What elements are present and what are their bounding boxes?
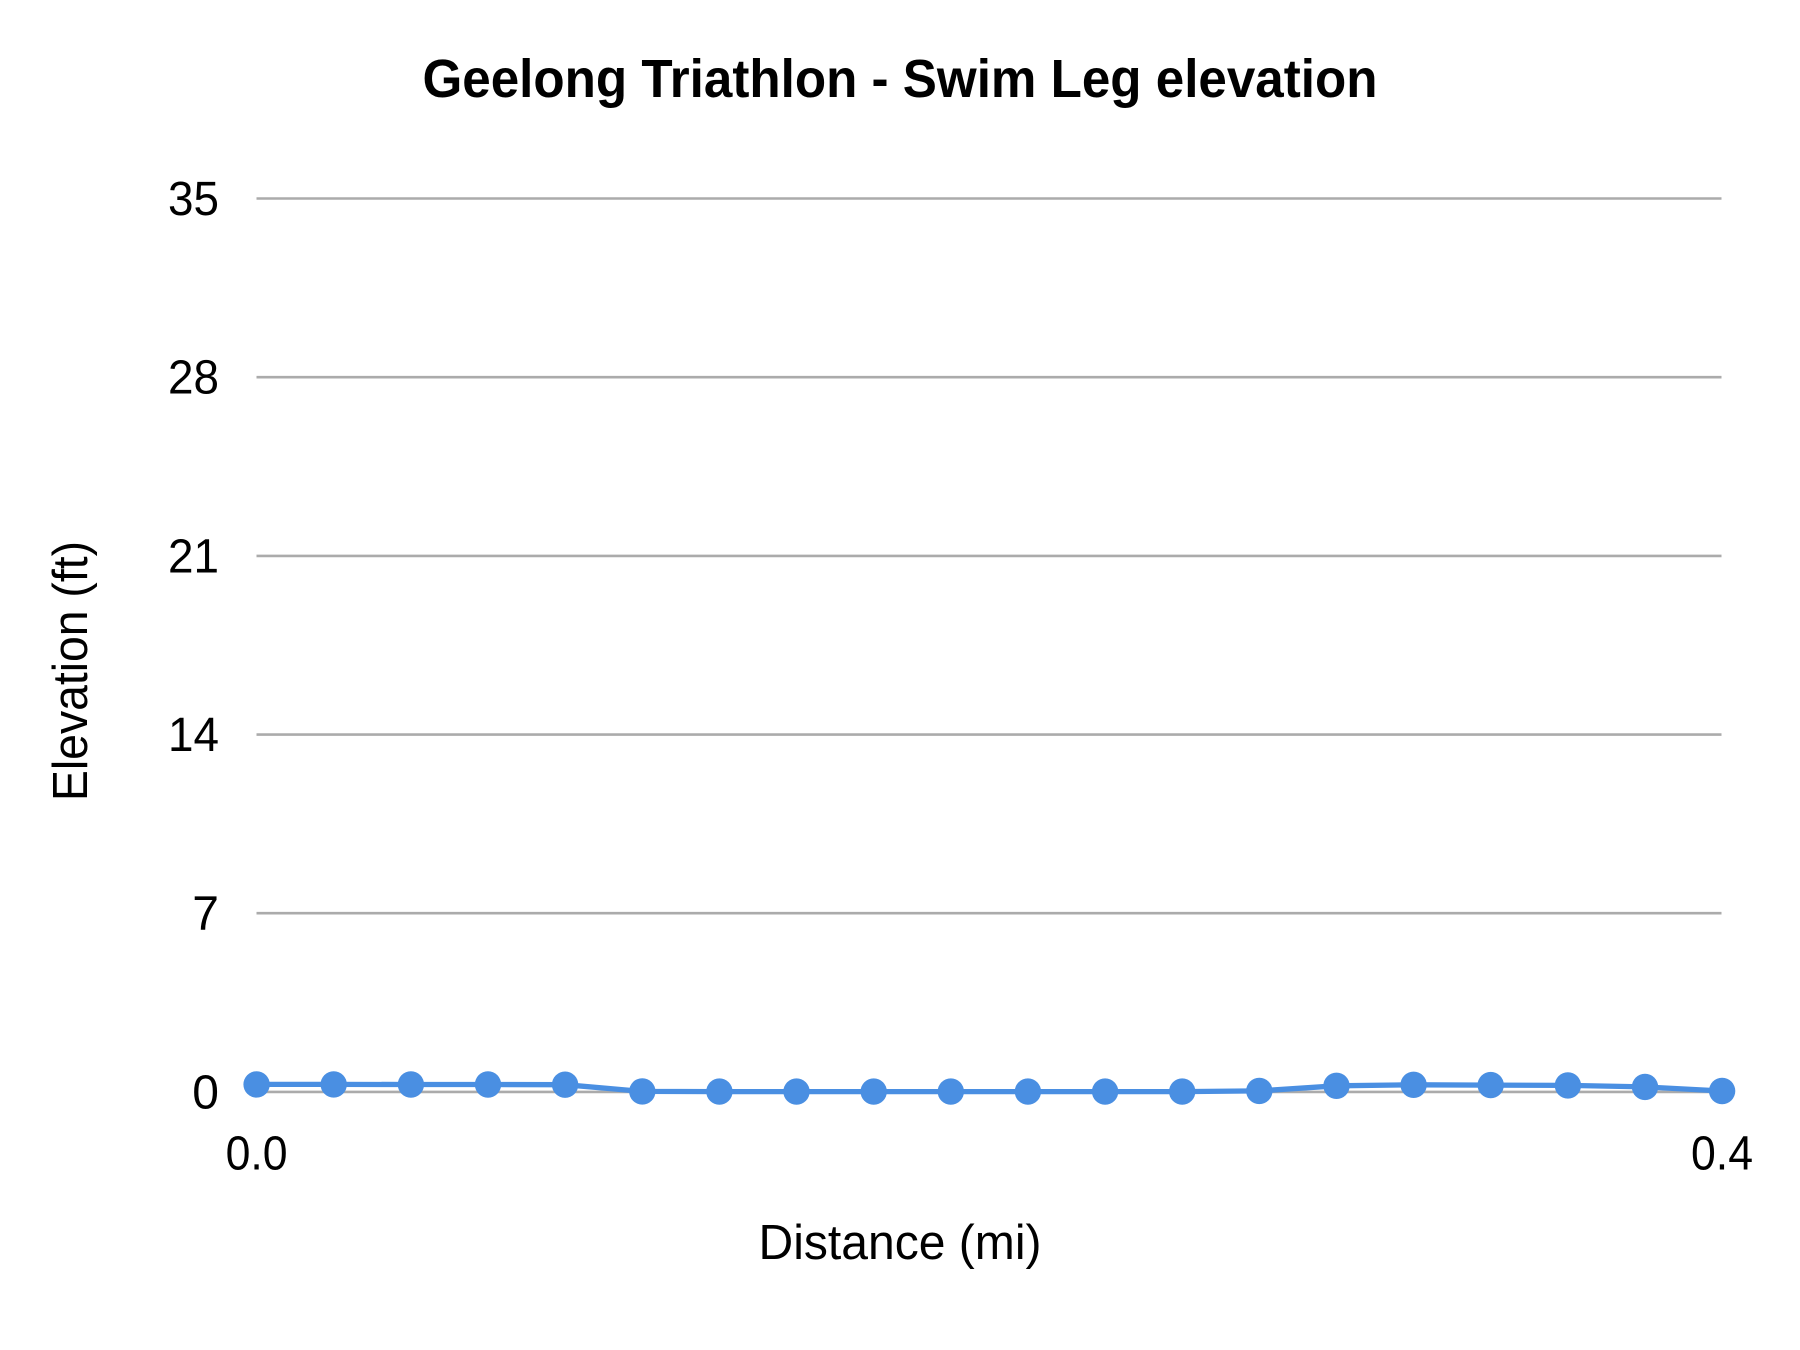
svg-text:0.0: 0.0	[226, 1128, 288, 1181]
svg-text:14: 14	[168, 709, 219, 762]
svg-text:0.4: 0.4	[1691, 1128, 1753, 1181]
svg-text:Geelong Triathlon - Swim Leg e: Geelong Triathlon - Swim Leg elevation	[423, 49, 1378, 109]
svg-text:Distance (mi): Distance (mi)	[759, 1216, 1042, 1270]
svg-text:0: 0	[192, 1066, 219, 1119]
svg-text:Elevation (ft): Elevation (ft)	[44, 541, 98, 801]
svg-text:28: 28	[168, 352, 219, 405]
svg-text:35: 35	[168, 173, 219, 226]
svg-text:21: 21	[168, 530, 219, 583]
svg-text:7: 7	[192, 888, 219, 941]
